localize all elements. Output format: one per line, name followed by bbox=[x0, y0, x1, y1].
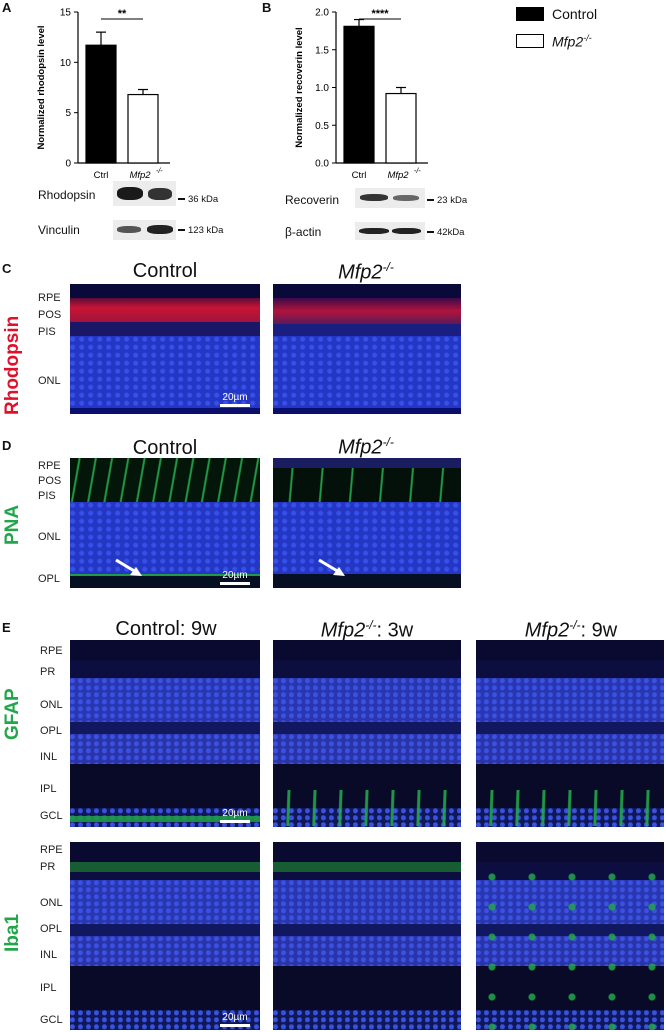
e-title-mfp2-9w: Mfp2-/-: 9w bbox=[524, 618, 618, 642]
legend-label-mfp2: Mfp2-/- bbox=[552, 33, 592, 50]
panel-label-e: E bbox=[2, 620, 11, 635]
e2-layer-ipl: IPL bbox=[40, 982, 57, 994]
e2-layer-onl: ONL bbox=[40, 897, 63, 909]
e2-layer-opl: OPL bbox=[40, 923, 63, 935]
chart-a-xtick-label-1: Mfp2 bbox=[129, 170, 151, 181]
c-layer-onl: ONL bbox=[38, 375, 61, 387]
e1-layer-inl: INL bbox=[40, 751, 58, 763]
e1-layer-gcl: GCL bbox=[40, 810, 63, 822]
blot-kda-beta-actin: 42kDa bbox=[427, 227, 464, 238]
blot-kda-rhodopsin: 36 kDa bbox=[178, 194, 218, 205]
chart-b-sig-label: **** bbox=[371, 8, 389, 20]
micrograph-e-gfap-2 bbox=[476, 640, 664, 827]
chart-a-ytick-label: 0 bbox=[65, 159, 71, 170]
micrograph-e-iba1-2 bbox=[476, 842, 664, 1030]
chart-b-ytick-label: 0.0 bbox=[315, 159, 329, 170]
legend-swatch-control bbox=[516, 7, 544, 21]
blot-label-rhodopsin: Rhodopsin bbox=[38, 188, 96, 202]
blot-kda-recoverin: 23 kDa bbox=[427, 195, 467, 206]
e-title-control-9w: Control: 9w bbox=[115, 618, 217, 640]
chart-b-ytick-label: 0.5 bbox=[315, 121, 329, 132]
d-title-control: Control bbox=[132, 437, 198, 459]
e2-layer-pr: PR bbox=[40, 861, 56, 873]
chart-a-sig-label: ** bbox=[118, 8, 127, 20]
d-title-mfp2: Mfp2-/- bbox=[338, 435, 394, 459]
e-title-mfp2-3w: Mfp2-/-: 3w bbox=[320, 618, 414, 642]
e1-layer-pr: PR bbox=[40, 666, 56, 678]
blot-label-recoverin: Recoverin bbox=[285, 193, 340, 207]
chart-b-ytick-label: 1.0 bbox=[315, 83, 329, 94]
e2-layer-inl: INL bbox=[40, 949, 58, 961]
chart-b-ytick-label: 1.5 bbox=[315, 45, 329, 56]
stain-label-gfap: GFAP bbox=[2, 688, 23, 740]
chart-a-ytick-label: 10 bbox=[60, 58, 72, 69]
legend-swatch-mfp2 bbox=[516, 34, 544, 49]
stain-label-pna: PNA bbox=[2, 504, 23, 545]
d-layer-opl: OPL bbox=[38, 573, 61, 585]
micrograph-e-iba1-0: 20µm bbox=[70, 842, 260, 1030]
scale-bar-e: 20µm bbox=[220, 808, 250, 823]
legend-label-control: Control bbox=[552, 6, 598, 22]
e1-layer-rpe: RPE bbox=[40, 645, 63, 657]
panel-label-c: C bbox=[2, 261, 12, 276]
legend: Control Mfp2-/- bbox=[516, 6, 597, 50]
d-layer-pos: POS bbox=[38, 475, 62, 487]
e1-layer-opl: OPL bbox=[40, 725, 63, 737]
panel-label-a: A bbox=[2, 0, 12, 15]
blot-rhodopsin bbox=[113, 181, 176, 206]
arrow-icon bbox=[318, 558, 345, 576]
panel-label-d: D bbox=[2, 438, 12, 453]
chart-b-xtick-label-1: Mfp2 bbox=[387, 170, 409, 181]
chart-a-xtick-label-0: Ctrl bbox=[94, 170, 109, 181]
scale-bar-d: 20µm bbox=[220, 570, 250, 585]
blot-beta-actin bbox=[355, 222, 425, 240]
c-layer-pis: PIS bbox=[38, 326, 56, 338]
stain-label-iba1: Iba1 bbox=[2, 913, 23, 952]
chart-a-ytick-label: 5 bbox=[65, 108, 71, 119]
c-title-control: Control bbox=[132, 260, 198, 282]
blot-label-vinculin: Vinculin bbox=[38, 223, 80, 237]
micrograph-d-control: 20µm bbox=[70, 458, 260, 588]
micrograph-e-iba1-1 bbox=[273, 842, 461, 1030]
d-layer-pis: PIS bbox=[38, 490, 56, 502]
e2-layer-gcl: GCL bbox=[40, 1014, 63, 1026]
micrograph-d-mfp2 bbox=[273, 458, 461, 588]
scale-bar-e: 20µm bbox=[220, 1012, 250, 1027]
e2-layer-rpe: RPE bbox=[40, 844, 63, 856]
scale-bar-c: 20µm bbox=[220, 392, 250, 407]
c-layer-rpe: RPE bbox=[38, 292, 61, 304]
c-title-mfp2: Mfp2-/- bbox=[338, 260, 394, 284]
blot-label-beta-actin: β-actin bbox=[285, 225, 322, 239]
blot-vinculin bbox=[113, 220, 176, 240]
chart-b-xtick-sup: -/- bbox=[414, 168, 421, 175]
chart-b-xtick-label-0: Ctrl bbox=[352, 170, 367, 181]
c-layer-pos: POS bbox=[38, 309, 62, 321]
micrograph-e-gfap-0: 20µm bbox=[70, 640, 260, 827]
chart-b-ylabel: Normalized recoverin level bbox=[294, 27, 305, 147]
chart-a-bar-0 bbox=[85, 44, 117, 164]
arrow-icon bbox=[115, 558, 142, 576]
chart-a-bar-1 bbox=[127, 93, 159, 164]
panel-label-b: B bbox=[262, 0, 272, 15]
chart-b-bar-1 bbox=[385, 92, 417, 164]
micrograph-e-gfap-1 bbox=[273, 640, 461, 827]
blot-kda-vinculin: 123 kDa bbox=[178, 225, 223, 236]
chart-a-ylabel: Normalized rhodopsin level bbox=[36, 25, 47, 149]
micrograph-c-mfp2 bbox=[273, 284, 461, 414]
e1-layer-onl: ONL bbox=[40, 699, 63, 711]
blot-recoverin bbox=[355, 188, 425, 208]
chart-b: 0.0 0.5 1.0 1.5 2.0 Normalized recoverin leve… bbox=[294, 8, 428, 181]
chart-b-ytick-label: 2.0 bbox=[315, 8, 329, 19]
e1-layer-ipl: IPL bbox=[40, 783, 57, 795]
d-layer-onl: ONL bbox=[38, 531, 61, 543]
d-layer-rpe: RPE bbox=[38, 460, 61, 472]
chart-a-xtick-sup: -/- bbox=[156, 168, 163, 175]
legend-item-control: Control bbox=[516, 6, 597, 22]
micrograph-c-control: 20µm bbox=[70, 284, 260, 414]
stain-label-rhodopsin: Rhodopsin bbox=[2, 315, 23, 415]
chart-a-ytick-label: 15 bbox=[60, 8, 72, 19]
legend-item-mfp2: Mfp2-/- bbox=[516, 33, 597, 50]
chart-b-bar-0 bbox=[343, 25, 375, 164]
chart-a: 0 5 10 15 Normalized rhodopsin level Ctrl Mfp2… bbox=[36, 8, 170, 181]
